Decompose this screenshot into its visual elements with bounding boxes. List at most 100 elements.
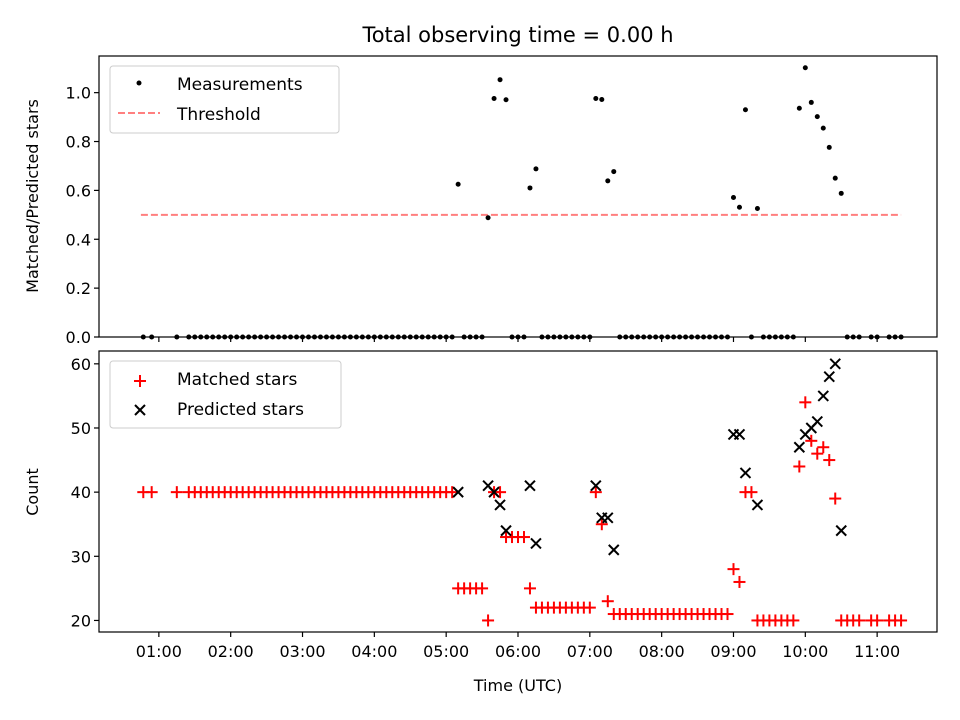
measurement-point [725,334,730,340]
matched-star-point [787,614,800,627]
predicted-star-point [494,499,506,511]
top-legend-box [109,65,340,134]
measurement-point [140,334,146,340]
bottom-x-tick-label: 11:00 [854,642,900,661]
measurement-point [419,334,425,340]
matched-star-point [727,563,740,576]
matched-star-point [853,614,866,627]
measurement-point [611,169,617,175]
measurement-point [515,334,521,340]
measurement-point [766,334,772,340]
bottom-y-tick-label: 40 [71,483,91,502]
measurement-point [677,334,683,340]
matched-star-point [595,518,608,531]
measurement-point [527,185,533,191]
legend-threshold-label: Threshold [176,105,261,125]
top-y-tick-label: 0.8 [66,133,91,152]
top-panel: 0.0 0.2 0.4 0.6 0.8 1.0 Measurements Threshol… [66,55,938,347]
bottom-x-tick-label: 04:00 [351,642,397,661]
matched-star-point [817,441,830,454]
measurement-point [216,334,222,340]
top-legend: Measurements Threshold [109,65,340,134]
bottom-x-tick-label: 06:00 [495,642,541,661]
measurement-point [623,334,629,340]
predicted-star-point [500,524,512,537]
measurement-point [736,204,742,210]
measurement-point [814,114,820,120]
predicted-star-point [590,480,602,492]
predicted-star-point [835,524,847,537]
matched-star-point [823,454,836,467]
predicted-star-point [524,480,536,492]
top-y-tick-label: 0.6 [66,181,91,200]
matched-star-point [494,486,507,499]
measurement-point [443,334,449,340]
matched-star-point [446,486,459,499]
measurement-point [605,178,611,184]
measurement-point [730,194,736,200]
predicted-star-point [530,537,542,550]
bottom-x-tick-label: 02:00 [208,642,254,661]
measurement-point [701,334,707,340]
matched-star-point [799,396,812,409]
measurement-point [210,334,216,340]
bottom-y-tick-label: 50 [71,419,91,438]
measurement-point [192,334,198,340]
bottom-x-axis-label: Time (UTC) [473,676,562,695]
measurement-point [377,334,383,340]
measurement-point [599,96,605,102]
measurement-point [653,334,659,340]
predicted-star-point [829,358,841,370]
measurement-point [683,334,689,340]
measurement-point [365,334,371,340]
measurement-point [784,334,790,340]
predicted-star-point [793,441,806,453]
top-y-tick-label: 0.0 [66,328,91,347]
measurement-point [234,334,240,340]
bottom-panel: 20 30 40 50 60 01:00 02:00 03:00 04:00 05:00 06:0… [71,350,938,661]
legend-predicted-marker [134,404,146,416]
measurement-point [431,334,437,340]
predicted-star-point [811,415,823,428]
measurement-point [479,334,485,340]
measurement-point [449,334,455,340]
measurement-point [886,334,892,340]
measurement-point [635,334,641,340]
measurement-point [820,125,826,131]
matched-star-point [517,531,530,544]
measurement-point [790,334,796,340]
matched-star-point [805,434,818,447]
measurement-point [521,334,527,340]
predicted-star-point [751,499,764,511]
legend-predicted-label: Predicted stars [177,400,304,420]
matched-star-point [476,582,489,595]
measurement-point [509,334,515,340]
matched-star-point [601,595,614,608]
measurement-point [778,334,784,340]
measurement-point [772,334,778,340]
matched-star-point [895,614,908,627]
legend-matched-label: Matched stars [177,370,297,390]
bottom-legend: Matched stars Predicted stars [109,360,342,429]
measurement-point [198,334,204,340]
measurement-point [503,97,509,103]
top-y-axis: 0.0 0.2 0.4 0.6 0.8 1.0 [66,84,99,347]
measurement-point [228,334,234,340]
bottom-legend-box [109,360,342,429]
predicted-star-point [602,512,614,524]
predicted-star-point [739,467,752,479]
measurement-point [850,334,856,340]
measurement-point [539,334,545,340]
bottom-x-tick-label: 07:00 [567,642,613,661]
measurement-point [252,334,258,340]
matched-star-point [871,614,884,627]
measurement-point [868,334,874,340]
measurement-point [874,334,880,340]
measurement-point [186,334,192,340]
measurement-point [311,334,317,340]
measurement-point [629,334,635,340]
measurement-point [844,334,850,340]
measurement-point [563,334,569,340]
bottom-y-tick-label: 30 [71,547,91,566]
measurement-point [455,181,461,187]
